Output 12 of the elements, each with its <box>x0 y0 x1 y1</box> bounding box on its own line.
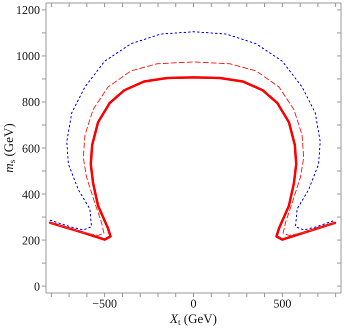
y-tick-label: 1000 <box>16 49 40 64</box>
y-tick-label: 1200 <box>16 3 40 18</box>
x-tick-label: 500 <box>273 296 292 311</box>
y-tick-label: 400 <box>22 187 40 202</box>
line-series <box>50 31 336 230</box>
x-tick-label: −500 <box>92 296 118 311</box>
y-tick-label: 0 <box>34 279 40 294</box>
y-tick-label: 800 <box>22 95 40 110</box>
x-tick-label: 0 <box>190 296 196 311</box>
y-tick-label: 200 <box>22 233 40 248</box>
y-tick-label: 600 <box>22 141 40 156</box>
x-axis-title: X$_{t}$ (GeV) <box>169 311 217 328</box>
